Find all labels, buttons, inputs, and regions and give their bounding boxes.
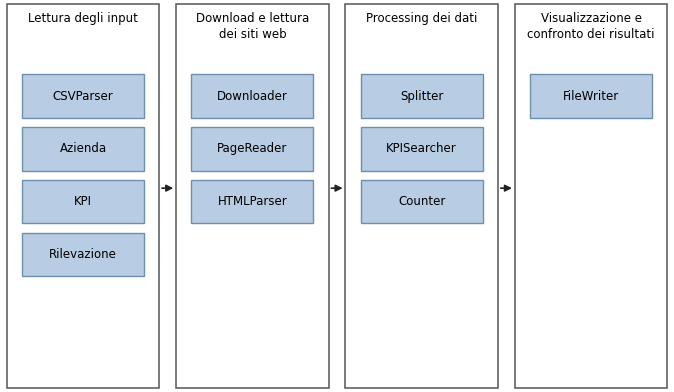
Bar (530, 74, 652, 118)
Text: Splitter: Splitter (400, 89, 443, 103)
Text: Downloader: Downloader (217, 89, 288, 103)
Bar (191, 180, 313, 223)
Bar (515, 4, 667, 388)
Bar (22, 233, 144, 276)
Bar (361, 180, 483, 223)
Bar (191, 127, 313, 171)
Text: FileWriter: FileWriter (563, 89, 619, 103)
Bar (191, 74, 313, 118)
Text: KPI: KPI (74, 195, 92, 209)
Text: Counter: Counter (398, 195, 446, 209)
Text: Azienda: Azienda (59, 142, 106, 156)
Bar (7, 4, 159, 388)
Text: PageReader: PageReader (217, 142, 288, 156)
Bar (22, 127, 144, 171)
Text: Processing dei dati: Processing dei dati (366, 12, 477, 25)
Text: KPISearcher: KPISearcher (386, 142, 457, 156)
Bar (361, 127, 483, 171)
Text: CSVParser: CSVParser (53, 89, 113, 103)
Text: Rilevazione: Rilevazione (49, 248, 117, 261)
Bar (176, 4, 329, 388)
Bar (361, 74, 483, 118)
Bar (22, 180, 144, 223)
Text: Visualizzazione e
confronto dei risultati: Visualizzazione e confronto dei risultat… (527, 12, 654, 41)
Text: Lettura degli input: Lettura degli input (28, 12, 138, 25)
Text: HTMLParser: HTMLParser (218, 195, 287, 209)
Bar (22, 74, 144, 118)
Text: Download e lettura
dei siti web: Download e lettura dei siti web (195, 12, 309, 41)
Bar (346, 4, 498, 388)
